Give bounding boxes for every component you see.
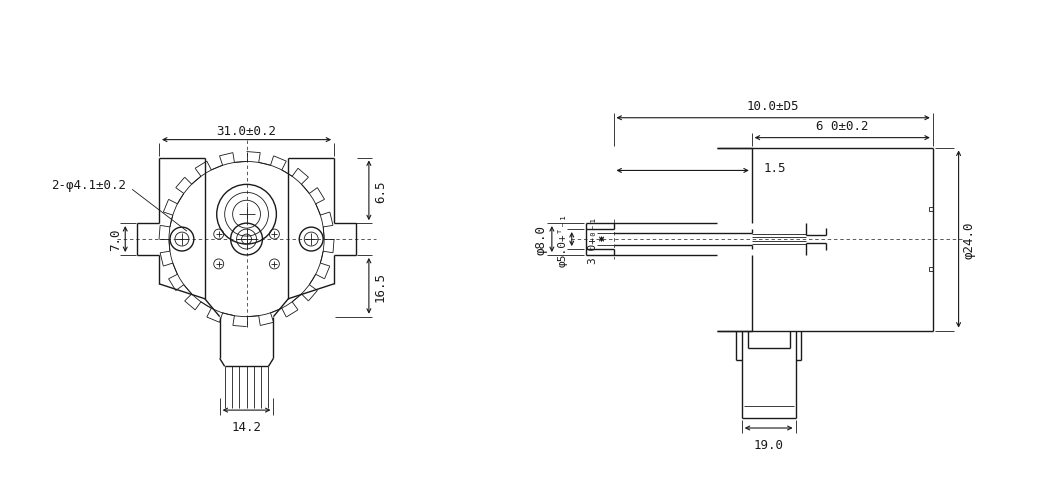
Bar (929, 208, 933, 212)
Text: 1.5: 1.5 (764, 162, 786, 175)
Text: 10.0±D5: 10.0±D5 (747, 100, 799, 113)
Bar (929, 268, 933, 272)
Text: 16.5: 16.5 (374, 271, 387, 301)
Text: 6 0±0.2: 6 0±0.2 (816, 119, 868, 132)
Text: 14.2: 14.2 (232, 420, 261, 433)
Text: 31.0±0.2: 31.0±0.2 (216, 124, 276, 137)
Text: 6.5: 6.5 (374, 180, 387, 202)
Text: φ24.0: φ24.0 (962, 221, 976, 259)
Text: 2-φ4.1±0.2: 2-φ4.1±0.2 (51, 178, 125, 191)
Text: 19.0: 19.0 (754, 438, 784, 451)
Text: φ5.0+ᵀ₋₁: φ5.0+ᵀ₋₁ (558, 212, 568, 267)
Text: φ8.0: φ8.0 (534, 224, 548, 255)
Text: 3 0+₀₋₁: 3 0+₀₋₁ (588, 216, 598, 263)
Text: 7.0: 7.0 (110, 228, 122, 251)
